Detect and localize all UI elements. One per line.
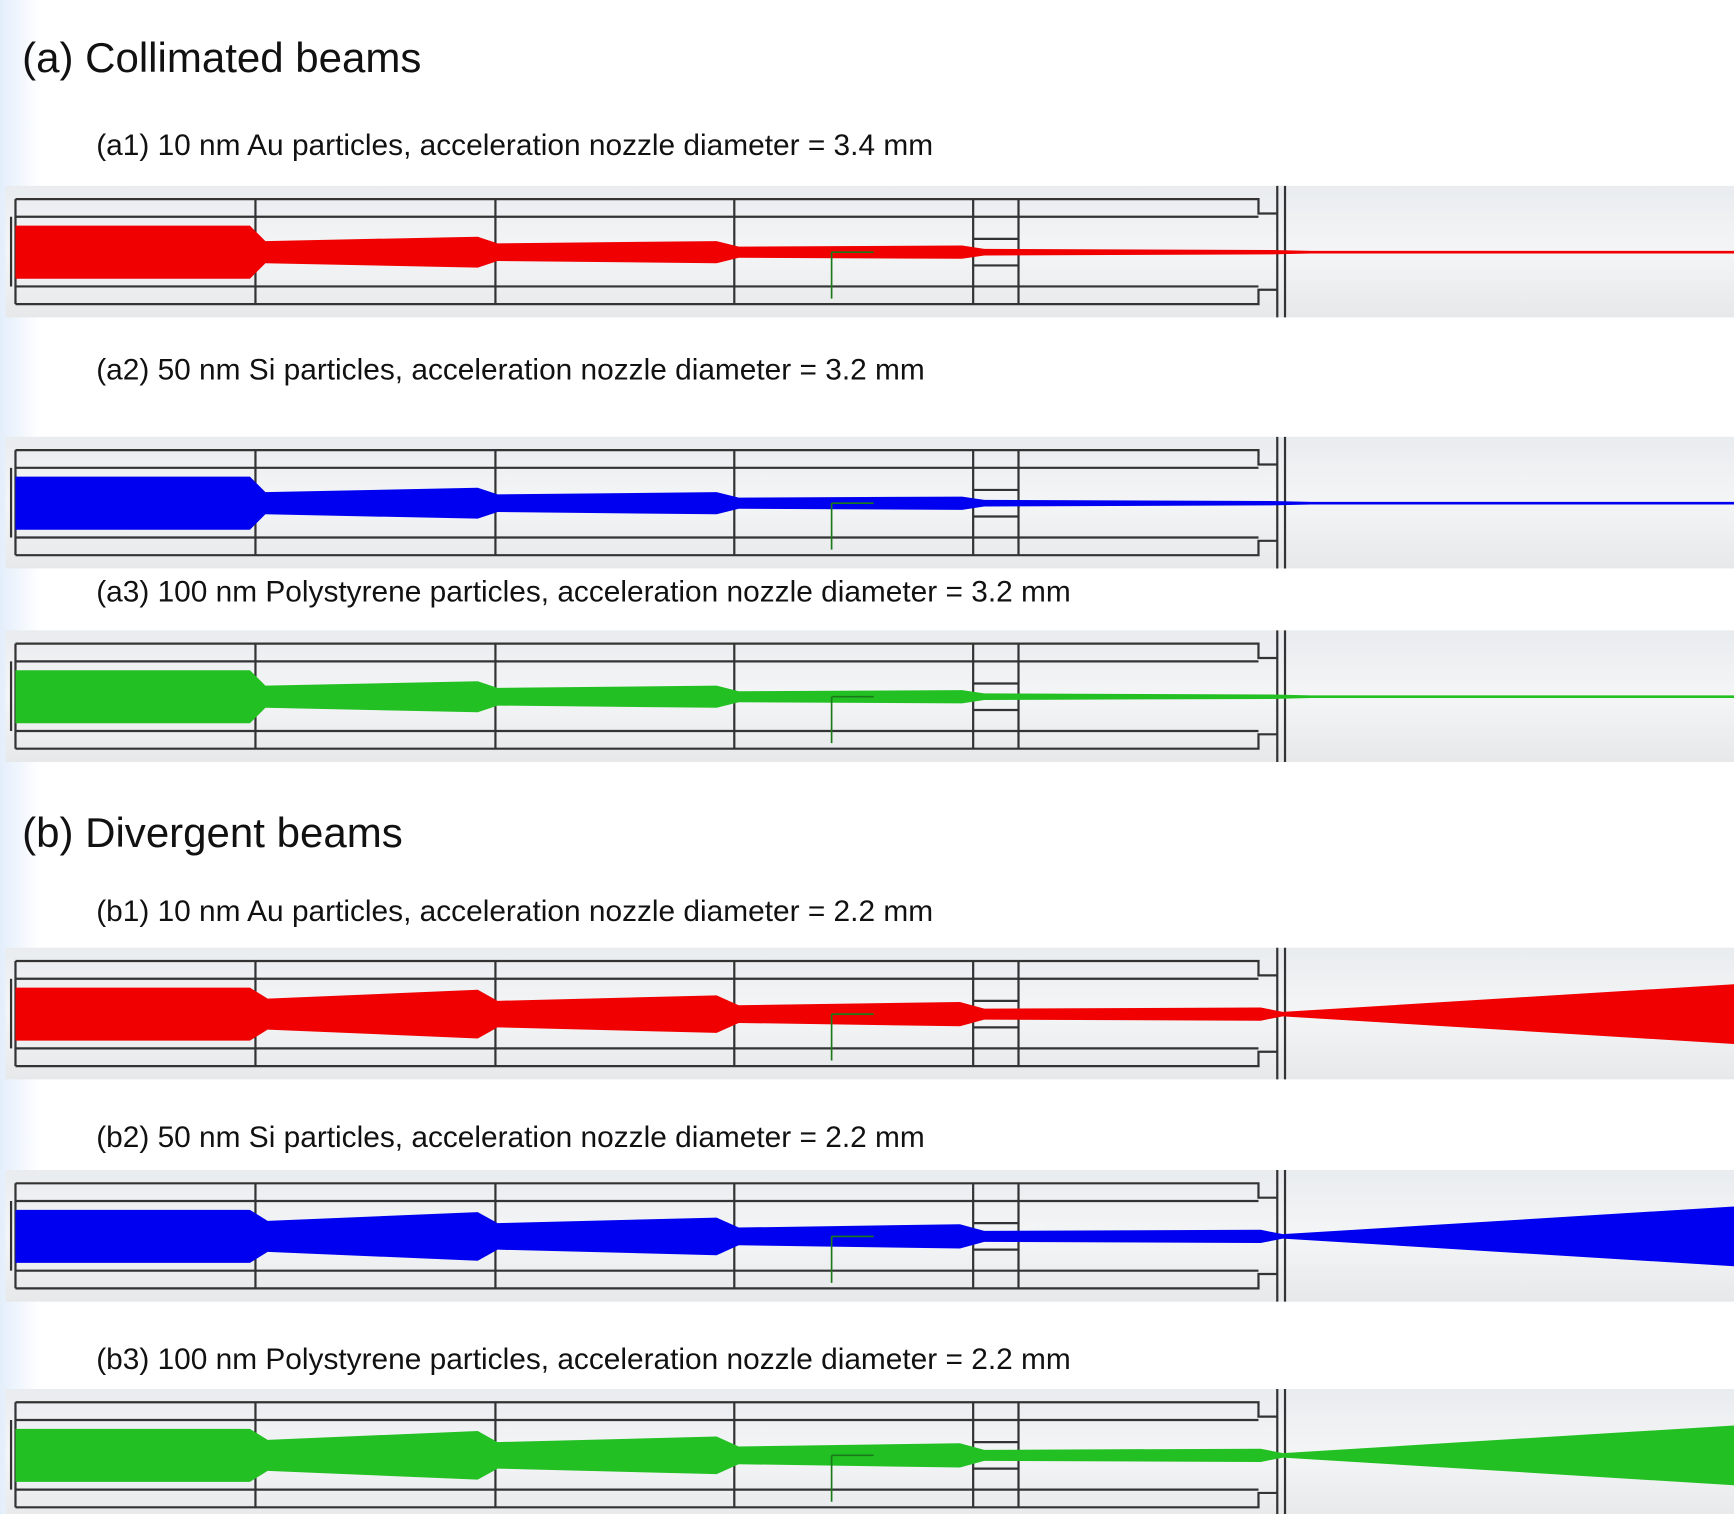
axis-triad: [830, 1235, 874, 1283]
axis-triad: [830, 502, 874, 550]
panel-caption: (b2) 50 nm Si particles, acceleration no…: [96, 1121, 925, 1154]
tube-outline: [9, 959, 1278, 1068]
tube-inner: [15, 1418, 1259, 1491]
axis-triad: [830, 695, 874, 744]
beam-panel: [5, 436, 1734, 569]
beam-panel: [5, 1389, 1734, 1514]
particle-beam: [15, 670, 1734, 724]
orifice: [973, 999, 1019, 1029]
tube-inner: [15, 977, 1259, 1050]
beam-panel: [5, 947, 1734, 1080]
particle-beam: [15, 1206, 1734, 1267]
axis-triad: [830, 1454, 874, 1502]
beam-panel: [5, 1170, 1734, 1302]
orifice: [973, 1440, 1019, 1470]
tube-outline: [9, 642, 1278, 750]
orifice: [973, 1222, 1019, 1251]
axis-triad: [830, 1013, 874, 1061]
panel-caption: (a2) 50 nm Si particles, acceleration no…: [96, 353, 925, 386]
axis-triad: [830, 251, 874, 299]
panel-caption: (a1) 10 nm Au particles, acceleration no…: [96, 129, 933, 162]
section-heading: (a) Collimated beams: [22, 34, 421, 81]
tube-outline: [9, 1182, 1278, 1290]
particle-beam: [15, 1425, 1734, 1486]
tube-inner: [15, 660, 1259, 733]
panel-caption: (b1) 10 nm Au particles, acceleration no…: [96, 895, 933, 928]
orifice: [973, 237, 1019, 267]
beam-panel: [5, 185, 1734, 318]
tube-outline: [9, 1401, 1278, 1509]
orifice: [973, 682, 1019, 712]
tube-inner: [15, 215, 1259, 288]
panel-caption: (b3) 100 nm Polystyrene particles, accel…: [96, 1343, 1071, 1376]
orifice: [973, 488, 1019, 518]
tube-inner: [15, 1199, 1259, 1272]
beam-panel: [5, 630, 1734, 762]
tube-outline: [9, 197, 1278, 306]
panel-caption: (a3) 100 nm Polystyrene particles, accel…: [96, 576, 1071, 609]
tube-inner: [15, 466, 1259, 539]
particle-beam: [15, 984, 1734, 1044]
particle-beam: [15, 225, 1734, 279]
section-heading: (b) Divergent beams: [22, 809, 403, 856]
tube-outline: [9, 449, 1278, 557]
particle-beam: [15, 476, 1734, 530]
